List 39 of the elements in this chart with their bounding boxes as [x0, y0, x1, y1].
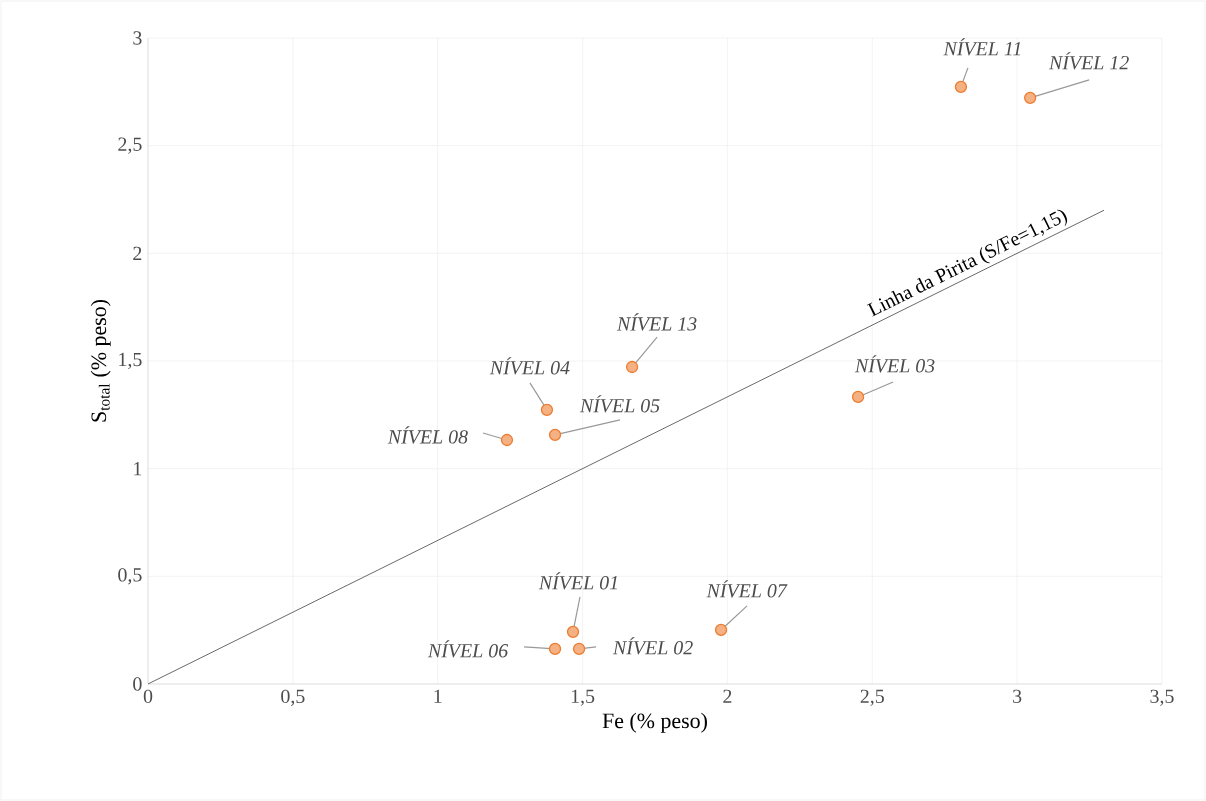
- y-tick-label: 1,5: [119, 352, 142, 370]
- y-tick-label: 2: [133, 246, 142, 260]
- annotation: NÍVEL 12: [1048, 52, 1129, 70]
- annotation: NÍVEL 06: [427, 640, 509, 658]
- point: [548, 428, 562, 441]
- point: [566, 625, 580, 639]
- x-tick-label: 2: [723, 689, 732, 703]
- y-tick-label: 0: [133, 677, 142, 691]
- x-tick-label: 1,5: [571, 689, 595, 706]
- x-tick-label: 0: [143, 689, 153, 704]
- point: [500, 433, 514, 447]
- y-axis-title: S$_{total}$ (% peso): [90, 299, 111, 422]
- x-tick-label: 2,5: [860, 689, 884, 706]
- point: [548, 642, 562, 656]
- x-tick-label: 3: [1013, 689, 1022, 704]
- x-tick-label: 0,5: [281, 689, 305, 706]
- point: [572, 642, 586, 656]
- annotation: NÍVEL 03: [854, 355, 935, 373]
- point: [714, 623, 728, 637]
- point: [954, 80, 968, 94]
- annotation: NÍVEL 11: [943, 38, 1021, 56]
- point: [1024, 91, 1037, 104]
- point: [851, 390, 865, 404]
- annotation: NÍVEL 01: [538, 572, 617, 590]
- point: [540, 403, 554, 417]
- y-tick-label: 2,5: [118, 137, 142, 154]
- y-tick-label: 3: [133, 31, 142, 45]
- x-tick-label: 3,5: [1150, 689, 1174, 706]
- annotation: NÍVEL 08: [387, 426, 468, 444]
- x-axis-title: Fe (% peso): [602, 712, 707, 733]
- annotation: NÍVEL 05: [579, 395, 660, 413]
- x-tick-label: 1: [434, 689, 442, 703]
- y-tick-label: 0,5: [118, 568, 142, 585]
- y-tick-label: 1: [134, 462, 142, 476]
- annotation: NÍVEL 04: [489, 357, 570, 375]
- annotation: NÍVEL 02: [612, 637, 693, 655]
- point: [625, 360, 639, 374]
- annotation: NÍVEL 07: [706, 580, 788, 598]
- annotation: NÍVEL 13: [616, 313, 697, 331]
